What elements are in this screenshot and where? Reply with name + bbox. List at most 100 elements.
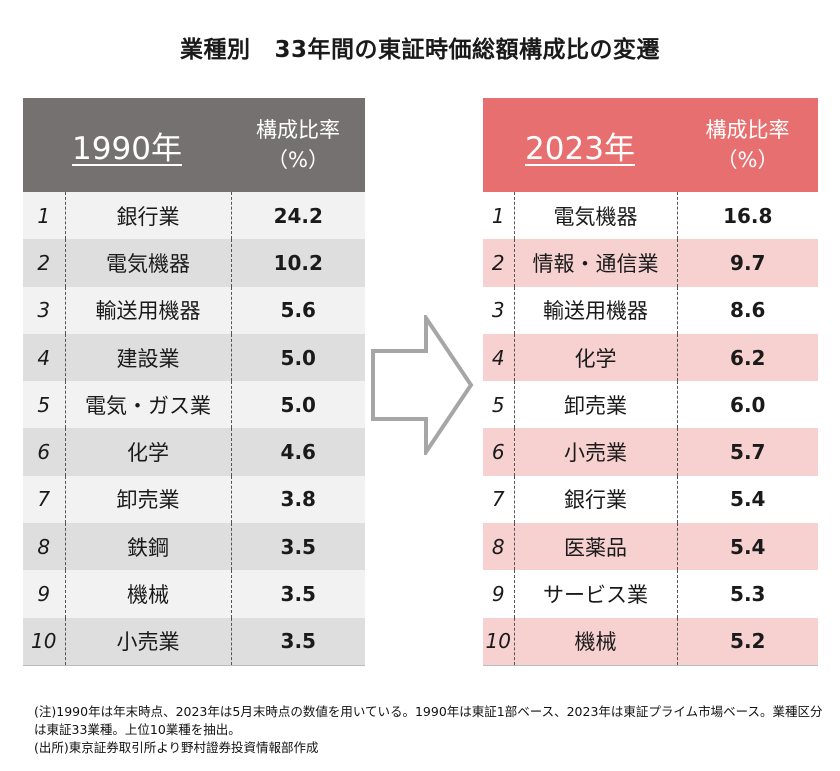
- industry-name: 卸売業: [65, 475, 232, 524]
- rank-number: 8: [23, 523, 66, 571]
- ratio-value: 3.5: [231, 523, 365, 571]
- industry-name: 輸送用機器: [65, 286, 232, 334]
- industry-name: 小売業: [65, 617, 232, 666]
- rank-number: 8: [483, 523, 515, 571]
- year-header: 1990年: [23, 98, 231, 192]
- table-row: 9 サービス業 5.3: [483, 570, 818, 618]
- table-row: 8 医薬品 5.4: [483, 523, 818, 571]
- ranking-table-1990: 1990年 構成比率 （%） 1 銀行業 24.2 2 電気機器 10.2 3 輸送用機器 5.…: [23, 98, 365, 666]
- industry-name: サービス業: [514, 570, 678, 618]
- rank-number: 3: [483, 286, 515, 334]
- industry-name: 医薬品: [514, 523, 678, 571]
- table-row: 9 機械 3.5: [23, 570, 365, 618]
- ratio-value: 24.2: [231, 192, 365, 240]
- ratio-value: 5.3: [677, 570, 818, 618]
- table-row: 3 輸送用機器 5.6: [23, 286, 365, 334]
- industry-name: 機械: [514, 617, 678, 666]
- year-header: 2023年: [483, 98, 677, 192]
- ratio-label: 構成比率: [705, 118, 790, 142]
- industry-name: 銀行業: [514, 475, 678, 524]
- ratio-value: 5.6: [231, 286, 365, 334]
- rank-number: 1: [483, 192, 515, 240]
- ratio-value: 6.0: [677, 381, 818, 429]
- rank-number: 5: [483, 381, 515, 429]
- year-label: 1990年: [72, 130, 182, 167]
- rank-number: 6: [483, 428, 515, 476]
- ratio-value: 4.6: [231, 428, 365, 476]
- table-row: 3 輸送用機器 8.6: [483, 286, 818, 334]
- ratio-value: 5.7: [677, 428, 818, 476]
- industry-name: 電気機器: [514, 192, 678, 240]
- ratio-value: 5.0: [231, 333, 365, 382]
- ratio-value: 3.5: [231, 570, 365, 618]
- rank-number: 9: [23, 570, 66, 618]
- ratio-value: 6.2: [677, 333, 818, 382]
- rank-number: 5: [23, 381, 66, 429]
- year-label: 2023年: [525, 130, 635, 167]
- rank-number: 7: [483, 475, 515, 524]
- ratio-value: 5.4: [677, 475, 818, 524]
- ratio-value: 16.8: [677, 192, 818, 240]
- note-text: (注)1990年は年末時点、2023年は5月末時点の数値を用いている。1990年…: [34, 704, 823, 737]
- table-row: 10 小売業 3.5: [23, 617, 365, 666]
- footnotes: (注)1990年は年末時点、2023年は5月末時点の数値を用いている。1990年…: [34, 703, 824, 757]
- rank-number: 7: [23, 475, 66, 524]
- rank-number: 3: [23, 286, 66, 334]
- table-row: 1 電気機器 16.8: [483, 192, 818, 240]
- table-row: 7 卸売業 3.8: [23, 475, 365, 524]
- rank-number: 2: [23, 239, 66, 287]
- ratio-value: 8.6: [677, 286, 818, 334]
- table-row: 4 建設業 5.0: [23, 333, 365, 382]
- rank-number: 6: [23, 428, 66, 476]
- industry-name: 卸売業: [514, 381, 678, 429]
- table-row: 5 卸売業 6.0: [483, 381, 818, 429]
- industry-name: 化学: [65, 428, 232, 476]
- title-part2: 33年間の東証時価総額構成比の変遷: [274, 37, 660, 63]
- table-header: 1990年 構成比率 （%）: [23, 98, 365, 192]
- ratio-unit: （%）: [716, 148, 779, 172]
- industry-name: 小売業: [514, 428, 678, 476]
- right-arrow-icon: [371, 315, 474, 455]
- rank-number: 2: [483, 239, 515, 287]
- industry-name: 鉄鋼: [65, 523, 232, 571]
- industry-name: 電気機器: [65, 239, 232, 287]
- table-row: 4 化学 6.2: [483, 333, 818, 382]
- page-title: 業種別 33年間の東証時価総額構成比の変遷: [0, 30, 840, 64]
- rank-number: 10: [483, 617, 515, 666]
- ratio-value: 5.4: [677, 523, 818, 571]
- table-row: 6 化学 4.6: [23, 428, 365, 476]
- ratio-value: 3.8: [231, 475, 365, 524]
- ratio-value: 5.0: [231, 381, 365, 429]
- table-row: 7 銀行業 5.4: [483, 475, 818, 524]
- ratio-value: 10.2: [231, 239, 365, 287]
- table-row: 8 鉄鋼 3.5: [23, 523, 365, 571]
- industry-name: 輸送用機器: [514, 286, 678, 334]
- industry-name: 電気・ガス業: [65, 381, 232, 429]
- title-part1: 業種別: [179, 37, 251, 63]
- industry-name: 建設業: [65, 333, 232, 382]
- ratio-value: 9.7: [677, 239, 818, 287]
- rank-number: 4: [483, 333, 515, 382]
- table-row: 2 情報・通信業 9.7: [483, 239, 818, 287]
- industry-name: 銀行業: [65, 192, 232, 240]
- ratio-header: 構成比率 （%）: [677, 98, 818, 192]
- industry-name: 機械: [65, 570, 232, 618]
- table-row: 10 機械 5.2: [483, 617, 818, 666]
- ratio-unit: （%）: [267, 148, 329, 172]
- rank-number: 10: [23, 617, 66, 666]
- table-row: 5 電気・ガス業 5.0: [23, 381, 365, 429]
- industry-name: 情報・通信業: [514, 239, 678, 287]
- rank-number: 9: [483, 570, 515, 618]
- table-row: 1 銀行業 24.2: [23, 192, 365, 240]
- table-row: 2 電気機器 10.2: [23, 239, 365, 287]
- source-text: (出所)東京証券取引所より野村證券投資情報部作成: [34, 740, 319, 755]
- rank-number: 4: [23, 333, 66, 382]
- ratio-value: 3.5: [231, 617, 365, 666]
- ranking-table-2023: 2023年 構成比率 （%） 1 電気機器 16.8 2 情報・通信業 9.7 3 輸送用機器…: [483, 98, 818, 666]
- table-row: 6 小売業 5.7: [483, 428, 818, 476]
- ratio-value: 5.2: [677, 617, 818, 666]
- rank-number: 1: [23, 192, 66, 240]
- industry-name: 化学: [514, 333, 678, 382]
- ratio-label: 構成比率: [256, 118, 340, 142]
- table-header: 2023年 構成比率 （%）: [483, 98, 818, 192]
